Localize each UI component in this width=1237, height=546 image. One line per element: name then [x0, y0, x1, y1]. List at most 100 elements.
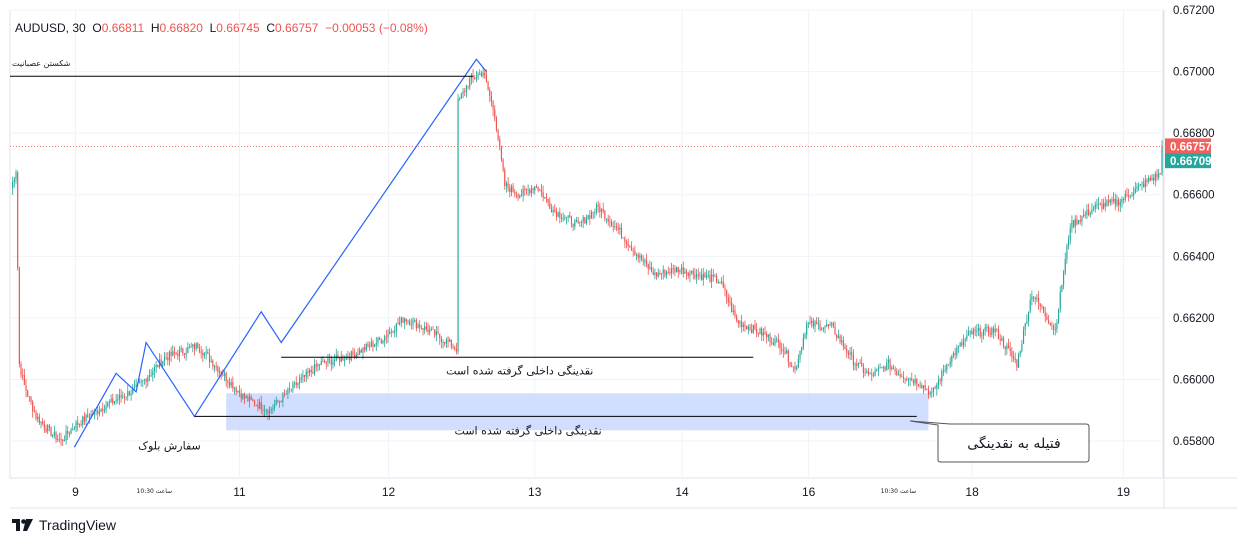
candle-body: [1039, 303, 1041, 307]
candle-body: [88, 417, 90, 419]
open-label: O: [92, 21, 102, 35]
candle-body: [258, 402, 261, 409]
candle-body: [632, 250, 634, 252]
candle-body: [956, 347, 958, 356]
candle-body: [252, 399, 254, 401]
candle-body: [87, 414, 89, 418]
tradingview-logo[interactable]: TradingView: [12, 517, 116, 533]
candle-body: [1151, 177, 1153, 181]
candle-body: [287, 388, 289, 394]
candle-body: [1088, 209, 1090, 215]
y-tick-label: 0.67200: [1173, 5, 1215, 17]
candle-body: [98, 411, 100, 414]
candle-body: [457, 98, 459, 352]
candle-body: [128, 391, 131, 396]
candle-body: [1143, 183, 1145, 188]
candle-body: [564, 217, 566, 219]
candle-body: [404, 318, 406, 323]
candle-body: [1116, 199, 1118, 205]
candle-body: [1044, 313, 1046, 317]
candle-body: [879, 367, 881, 369]
candle-body: [45, 428, 47, 432]
candle-body: [262, 409, 264, 411]
candle-body: [417, 324, 419, 329]
candle-body: [709, 275, 711, 282]
candle-body: [248, 396, 251, 401]
candle-body: [1111, 199, 1113, 202]
candle-body: [575, 220, 578, 222]
candle-body: [120, 395, 122, 398]
candle-body: [32, 401, 34, 412]
candle-body: [897, 374, 900, 376]
candle-body: [127, 391, 129, 397]
candle-body: [602, 209, 604, 211]
candle-body: [667, 271, 669, 273]
candle-body: [806, 323, 808, 335]
candle-body: [245, 396, 247, 399]
candle-body: [514, 191, 516, 194]
candle-body: [832, 323, 834, 327]
x-tick-label: 12: [382, 485, 396, 499]
candle-body: [1057, 309, 1060, 323]
candle-body: [1129, 196, 1131, 198]
candle-body: [744, 324, 746, 327]
candle-body: [639, 255, 641, 258]
candle-body: [225, 373, 227, 381]
candle-body: [555, 211, 558, 217]
candle-body: [267, 410, 269, 414]
candle-body: [977, 328, 980, 331]
candle-body: [722, 281, 724, 288]
candle-body: [280, 400, 282, 402]
candle-body: [452, 346, 454, 348]
candle-body: [1153, 177, 1155, 181]
candle-body: [749, 326, 751, 330]
candle-body: [697, 274, 699, 276]
candle-body: [844, 346, 846, 349]
candle-body: [599, 206, 601, 213]
candle-body: [142, 380, 144, 382]
candle-body: [545, 197, 548, 199]
candle-body: [157, 364, 159, 368]
candle-body: [253, 400, 256, 405]
candle-body: [283, 393, 286, 395]
candle-body: [522, 188, 524, 196]
candle-body: [505, 183, 508, 186]
candle-body: [187, 347, 189, 353]
candle-body: [776, 339, 778, 341]
candle-body: [1054, 329, 1056, 331]
candle-body: [362, 347, 364, 353]
candle-body: [532, 188, 534, 191]
candle-body: [444, 341, 446, 344]
candle-body: [107, 402, 109, 407]
candle-body: [699, 274, 701, 276]
candle-body: [314, 364, 316, 374]
candle-body: [999, 338, 1001, 341]
candle-body: [796, 366, 798, 370]
candle-body: [20, 364, 22, 375]
callout-bubble: [910, 420, 1090, 463]
candle-body: [407, 320, 409, 322]
candle-body: [554, 210, 556, 212]
candle-body: [138, 381, 141, 384]
x-time-mark: 10:30 ساعت: [137, 488, 173, 495]
candle-body: [807, 322, 809, 324]
candle-body: [202, 353, 204, 356]
candle-body: [1124, 194, 1126, 200]
candle-body: [1109, 199, 1111, 203]
candle-body: [662, 269, 664, 274]
candle-body: [772, 342, 774, 345]
candle-body: [1011, 351, 1013, 357]
breakout-level-label: شکستن عصبانیت: [12, 59, 71, 68]
candle-body: [610, 221, 613, 227]
candle-body: [617, 227, 619, 230]
candle-body: [382, 340, 384, 344]
candle-body: [1019, 351, 1021, 355]
candle-body: [737, 320, 739, 324]
candle-body: [789, 362, 791, 366]
candle-body: [696, 274, 698, 278]
candle-body: [869, 373, 871, 375]
candle-body: [324, 360, 326, 363]
candle-body: [123, 396, 126, 398]
candle-body: [901, 376, 903, 377]
